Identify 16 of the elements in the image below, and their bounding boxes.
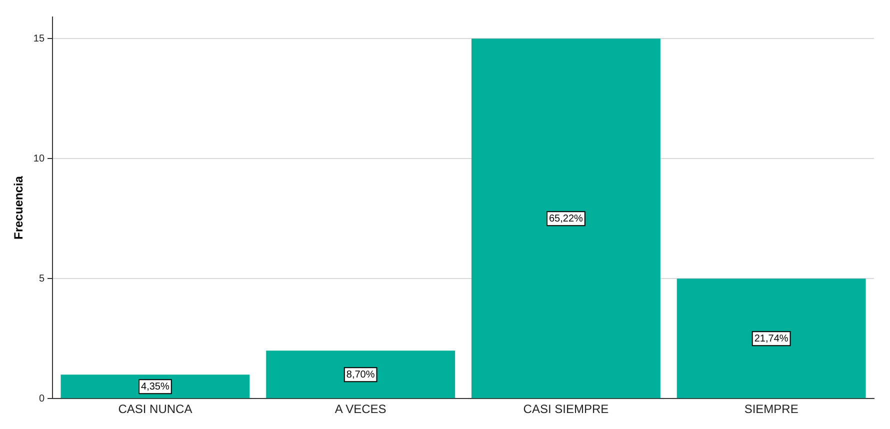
annotation: 4,35% [141, 381, 170, 392]
x-tick-label: CASI NUNCA [118, 402, 192, 416]
y-tick-label: 0 [38, 393, 45, 404]
annotation: 8,70% [346, 369, 375, 380]
annotation: 65,22% [548, 213, 584, 224]
y-tick-label: 5 [38, 273, 45, 284]
x-tick-label: CASI SIEMPRE [523, 402, 609, 416]
y-tick-label: 10 [33, 153, 45, 164]
x-tick-label: A VECES [334, 402, 386, 416]
x-tick-label: SIEMPRE [744, 402, 798, 416]
bar [266, 350, 456, 398]
bar [676, 278, 866, 398]
y-axis-title: Frecuencia [12, 176, 26, 240]
annotation: 21,74% [754, 333, 788, 344]
y-tick-label: 15 [33, 33, 45, 44]
bar [471, 38, 660, 398]
